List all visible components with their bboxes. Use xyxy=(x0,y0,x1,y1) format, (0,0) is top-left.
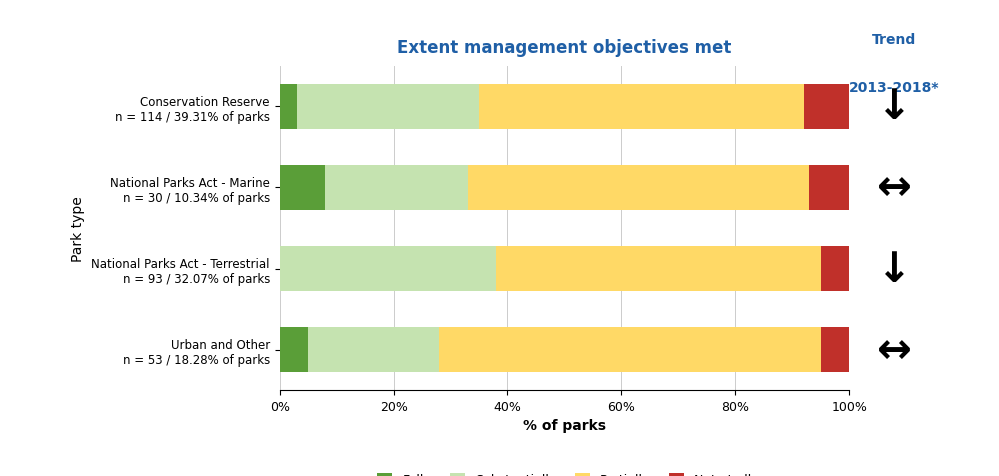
Legend: Fully, Substantially, Partially, Not at all: Fully, Substantially, Partially, Not at … xyxy=(373,468,756,476)
Text: ↔: ↔ xyxy=(877,167,911,209)
Bar xyxy=(326,166,468,210)
Bar xyxy=(297,85,480,129)
Bar xyxy=(440,327,821,372)
Bar xyxy=(308,327,440,372)
Bar xyxy=(821,247,849,291)
Bar xyxy=(468,166,809,210)
Bar xyxy=(280,166,326,210)
Text: Trend: Trend xyxy=(872,33,916,47)
Text: ↓: ↓ xyxy=(877,248,911,290)
Bar xyxy=(803,85,849,129)
Bar xyxy=(497,247,821,291)
Bar xyxy=(809,166,849,210)
Bar xyxy=(280,247,497,291)
Text: 2013-2018*: 2013-2018* xyxy=(849,81,939,95)
Bar xyxy=(280,327,308,372)
Title: Extent management objectives met: Extent management objectives met xyxy=(398,39,731,57)
Bar xyxy=(821,327,849,372)
Bar xyxy=(480,85,803,129)
X-axis label: % of parks: % of parks xyxy=(522,418,606,433)
Bar xyxy=(280,85,297,129)
Text: ↔: ↔ xyxy=(877,329,911,371)
Text: ↓: ↓ xyxy=(877,86,911,128)
Y-axis label: Park type: Park type xyxy=(71,196,85,261)
